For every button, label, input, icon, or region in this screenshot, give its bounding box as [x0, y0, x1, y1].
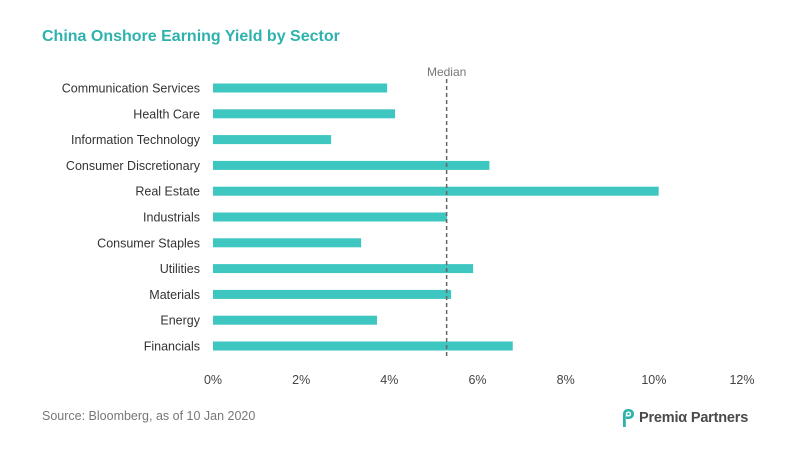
bar-financials	[213, 341, 513, 351]
bar-health-care	[213, 109, 396, 119]
category-label-energy: Energy	[160, 314, 200, 328]
x-tick-label: 8%	[557, 373, 575, 387]
source-note: Source: Bloomberg, as of 10 Jan 2020	[42, 409, 256, 423]
bar-materials	[213, 289, 452, 299]
category-label-consumer-discretionary: Consumer Discretionary	[66, 159, 201, 173]
x-tick-label: 6%	[468, 373, 486, 387]
logo-text: Premiα Partners	[639, 410, 749, 426]
x-axis-ticks-group: 0% 2% 4% 6% 8% 10% 12%	[204, 373, 755, 387]
category-label-real-estate: Real Estate	[135, 185, 200, 199]
x-tick-label: 4%	[380, 373, 398, 387]
category-labels-group: Communication Services Health Care Informa…	[62, 82, 201, 354]
bar-energy	[213, 315, 377, 325]
bar-utilities	[213, 264, 474, 274]
median-reference-group: Median	[427, 65, 466, 356]
bar-industrials	[213, 212, 448, 222]
chart-title: China Onshore Earning Yield by Sector	[42, 28, 340, 45]
bar-communication-services	[213, 83, 388, 93]
bar-real-estate	[213, 186, 659, 196]
category-label-industrials: Industrials	[143, 211, 200, 225]
x-tick-label: 12%	[729, 373, 754, 387]
premia-logo-icon	[623, 409, 634, 427]
category-label-financials: Financials	[144, 340, 200, 354]
x-tick-label: 2%	[292, 373, 310, 387]
category-label-information-technology: Information Technology	[71, 133, 201, 147]
bar-consumer-discretionary	[213, 160, 490, 170]
x-tick-label: 0%	[204, 373, 222, 387]
category-label-materials: Materials	[149, 288, 200, 302]
bars-group	[213, 83, 659, 351]
median-label: Median	[427, 65, 466, 79]
bar-information-technology	[213, 135, 332, 145]
category-label-communication-services: Communication Services	[62, 82, 200, 96]
x-tick-label: 10%	[641, 373, 666, 387]
category-label-health-care: Health Care	[133, 107, 200, 121]
bar-consumer-staples	[213, 238, 362, 248]
category-label-utilities: Utilities	[160, 262, 200, 276]
category-label-consumer-staples: Consumer Staples	[97, 236, 200, 250]
company-logo: Premiα Partners	[621, 407, 748, 429]
